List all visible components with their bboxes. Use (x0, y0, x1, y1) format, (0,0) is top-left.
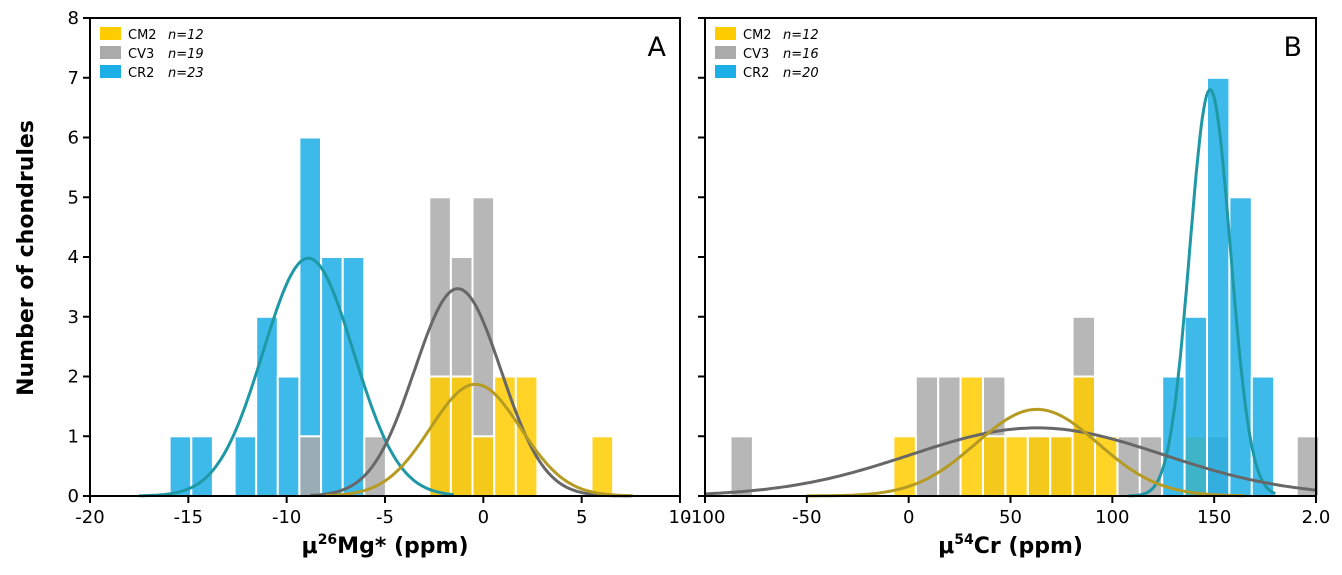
x-tick-label: -20 (75, 507, 104, 528)
bar-cm2 (428, 375, 452, 497)
bar-cm2 (471, 435, 496, 498)
legend-swatch-cm2 (715, 27, 736, 40)
bar-cr2 (1250, 375, 1276, 497)
x-tick-label: 150 (1197, 507, 1231, 528)
legend-label-cm2: CM2 (743, 28, 772, 43)
bar-cm2 (493, 375, 517, 497)
bar-cm2 (982, 435, 1007, 498)
x-axis-label-superscript: 54 (954, 532, 974, 548)
panel-b: -100 -50 0 50 100 150 2.0 μ54Cr (ppm) CM2 n=12 CV3… (685, 17, 1331, 559)
y-tick-label: 1 (68, 426, 79, 447)
x-tick-label: 50 (999, 507, 1022, 528)
legend-swatch-cm2 (100, 27, 121, 40)
legend-count-cv3: n=16 (783, 47, 819, 62)
x-tick-label: 0 (478, 507, 489, 528)
legend-count-cm2: n=12 (783, 28, 819, 43)
bar-cv3 (1138, 435, 1164, 498)
bar-cr2 (320, 256, 344, 497)
x-axis-label-prefix: μ (938, 534, 954, 559)
legend-swatch-cv3 (100, 46, 121, 59)
panel-letter: B (1283, 32, 1302, 63)
legend-count-cr2: n=23 (168, 66, 204, 81)
x-tick-label: -15 (174, 507, 203, 528)
bar-cr2 (233, 435, 258, 498)
x-tick-label: -100 (685, 507, 726, 528)
legend-label-cr2: CR2 (128, 66, 154, 81)
legend-label-cr2: CR2 (743, 66, 769, 81)
y-tick-label: 8 (68, 8, 79, 29)
x-tick-label: 10 (669, 507, 692, 528)
bar-cm2 (1026, 435, 1052, 498)
x-axis-label-superscript: 26 (318, 532, 337, 548)
bar-cr2 (1161, 375, 1186, 497)
fit-curve-cr2 (1128, 88, 1276, 498)
bar-cr2 (168, 435, 193, 498)
bar-cr2 (276, 375, 301, 497)
y-tick-label: 7 (68, 68, 79, 89)
x-tick-label: -5 (376, 507, 394, 528)
fit-curve-cm2 (806, 407, 1245, 498)
plot-frame (89, 17, 681, 497)
y-tick-label: 5 (68, 187, 79, 208)
legend-swatch-cr2 (100, 65, 121, 78)
x-tick-label: -50 (792, 507, 821, 528)
x-axis-label-suffix: Cr (ppm) (974, 534, 1083, 559)
legend-count-cm2: n=12 (168, 28, 204, 43)
x-tick-label: 100 (1095, 507, 1129, 528)
bar-cr2 (1183, 315, 1208, 498)
fit-curve-cm2 (326, 382, 633, 498)
panel-letter: A (648, 32, 667, 63)
legend-swatch-cv3 (715, 46, 736, 59)
bar-cm2 (1049, 435, 1074, 498)
x-axis-label-prefix: μ (301, 534, 317, 559)
y-tick-label: 0 (68, 486, 79, 507)
fit-curve-cv3 (704, 426, 1317, 496)
legend-count-cr2: n=20 (783, 66, 819, 81)
x-axis-label: μ26Mg* (ppm) (301, 532, 468, 559)
y-tick-label: 3 (68, 307, 79, 328)
x-axis-label-suffix: Mg* (ppm) (337, 534, 468, 559)
y-tick-label: 4 (68, 247, 79, 268)
x-tick-label: 5 (576, 507, 587, 528)
bar-cr2 (1228, 196, 1253, 498)
legend-swatch-cr2 (715, 65, 736, 78)
legend-label-cm2: CM2 (128, 28, 157, 43)
legend-count-cv3: n=19 (168, 47, 204, 62)
y-axis-label: Number of chondrules (14, 120, 39, 396)
fit-curve-cv3 (310, 287, 631, 498)
x-tick-label: -10 (272, 507, 301, 528)
bar-cv3 (298, 435, 322, 498)
legend-label-cv3: CV3 (743, 47, 769, 62)
x-tick-label: 2.0 (1302, 507, 1331, 528)
bar-cv3 (937, 375, 962, 497)
y-tick-label: 6 (68, 128, 79, 149)
legend-label-cv3: CV3 (128, 47, 154, 62)
bar-cm2 (590, 435, 615, 498)
bar-cm2 (1004, 435, 1029, 498)
x-tick-label: 0 (903, 507, 914, 528)
x-axis-label: μ54Cr (ppm) (938, 532, 1083, 559)
panel-a: -20 -15 -10 -5 0 5 10 0 1 2 3 4 5 6 7 8 μ26Mg* (ppm) CM2 n… (68, 8, 692, 559)
bar-cr2 (1206, 76, 1231, 498)
bar-cv3 (729, 435, 754, 498)
y-tick-label: 2 (68, 367, 79, 388)
